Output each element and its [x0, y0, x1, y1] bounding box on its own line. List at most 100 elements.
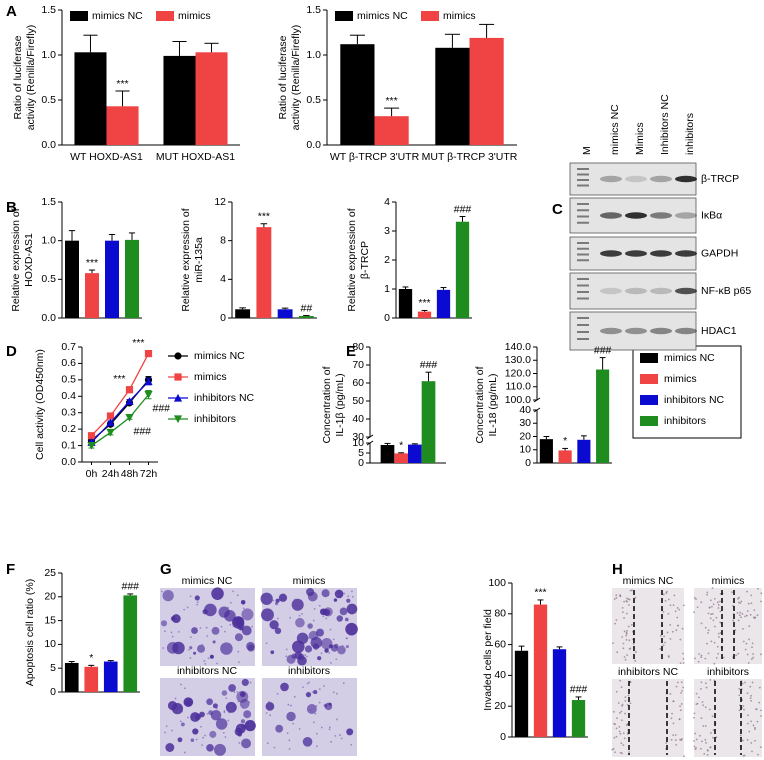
cell-speck [679, 709, 682, 712]
cell-speck [704, 725, 707, 727]
cell-speck [760, 600, 762, 603]
y-tick-label: 3 [384, 225, 390, 237]
cell-speck [706, 754, 709, 756]
legend-label: mimics NC [357, 10, 408, 22]
stained-cell [221, 690, 228, 696]
significance: *** [418, 297, 430, 309]
point [174, 373, 182, 381]
cell-speck [693, 611, 695, 614]
cell-speck [746, 653, 749, 656]
cell-speck [738, 687, 741, 690]
y-tick-label: 0.5 [41, 273, 56, 285]
stained-cell [162, 590, 174, 602]
stained-cell [211, 626, 220, 635]
y-tick-label: 80 [494, 608, 506, 620]
point [174, 352, 182, 360]
pore [276, 601, 279, 604]
cell-speck [693, 716, 695, 719]
cell-speck [630, 623, 633, 626]
cell-speck [625, 724, 628, 726]
cell-speck [674, 739, 677, 741]
legend-label: inhibitors NC [194, 392, 255, 404]
pore [237, 650, 240, 653]
pore [173, 711, 175, 714]
cell-speck [666, 631, 669, 634]
cell-speck [716, 601, 719, 604]
stained-cell [346, 598, 351, 603]
cell-speck [615, 727, 618, 730]
stained-cell [246, 641, 255, 651]
stained-cell [240, 719, 246, 724]
cell-speck [622, 647, 625, 650]
y-tick-label: 10 [44, 638, 56, 650]
stained-cell [275, 598, 280, 603]
y-axis-label: Cell activity (OD450nm) [34, 349, 46, 460]
pore [350, 608, 353, 611]
y-axis-label: Ratio of luciferase [12, 35, 24, 119]
stained-cell [316, 628, 324, 637]
legend-swatch [70, 11, 88, 21]
cell-speck [717, 632, 720, 635]
wound-image [694, 588, 762, 664]
y-tick-label: 0.0 [61, 456, 76, 468]
legend-label: inhibitors [194, 413, 236, 425]
cell-speck [634, 596, 637, 599]
y-axis-label: activity (Renilla/Firefly) [290, 25, 302, 131]
cell-speck [706, 591, 709, 594]
stained-cell [212, 703, 218, 709]
pore [305, 744, 308, 746]
y-axis-label: IL-1β (pg/mL) [334, 373, 346, 436]
protein-band [600, 287, 622, 295]
wound-image [612, 588, 684, 664]
cell-speck [702, 725, 705, 727]
y-tick-label: 20 [494, 700, 506, 712]
protein-label: NF-κB p65 [701, 285, 751, 297]
stained-cell [275, 724, 284, 733]
series-line [91, 381, 149, 443]
y-tick-label: 0 [500, 731, 506, 743]
marker-band [577, 215, 589, 218]
y-tick-label: 5 [50, 662, 56, 674]
pore [341, 644, 344, 647]
pore [301, 612, 303, 615]
pore [329, 628, 332, 631]
pore [328, 726, 331, 729]
cell-speck [698, 653, 700, 655]
cell-speck [712, 729, 715, 732]
cell-speck [679, 638, 682, 641]
pore [215, 707, 218, 710]
pore [288, 747, 291, 750]
cell-speck [681, 689, 683, 692]
cell-speck [683, 604, 685, 607]
significance: *** [258, 211, 270, 223]
stained-cell [291, 640, 305, 654]
cell-speck [616, 717, 618, 720]
series-line [91, 353, 150, 437]
pore [235, 625, 238, 628]
pore [204, 734, 206, 737]
pore [292, 722, 295, 725]
stained-cell [194, 595, 200, 601]
y-axis-label: IL-18 (pg/mL) [487, 373, 499, 436]
y-tick-label: 4 [220, 273, 226, 285]
cell-speck [737, 652, 740, 655]
y-tick-label: 1.5 [41, 4, 56, 16]
pore [177, 630, 180, 633]
cell-speck [613, 722, 616, 725]
cell-speck [678, 608, 681, 611]
y-tick-label: 0.5 [306, 94, 321, 106]
stained-cell [269, 620, 279, 630]
cell-speck [747, 662, 750, 664]
y-axis-label: Ratio of luciferase [277, 35, 289, 119]
cell-speck [623, 656, 626, 658]
pore [269, 610, 272, 613]
cell-speck [749, 697, 752, 699]
cell-speck [628, 648, 631, 650]
cell-speck [758, 686, 761, 689]
cell-speck [758, 701, 761, 704]
pore [171, 729, 173, 732]
significance: ### [570, 684, 588, 696]
legend-label: mimics NC [92, 10, 143, 22]
marker-band [577, 242, 589, 244]
